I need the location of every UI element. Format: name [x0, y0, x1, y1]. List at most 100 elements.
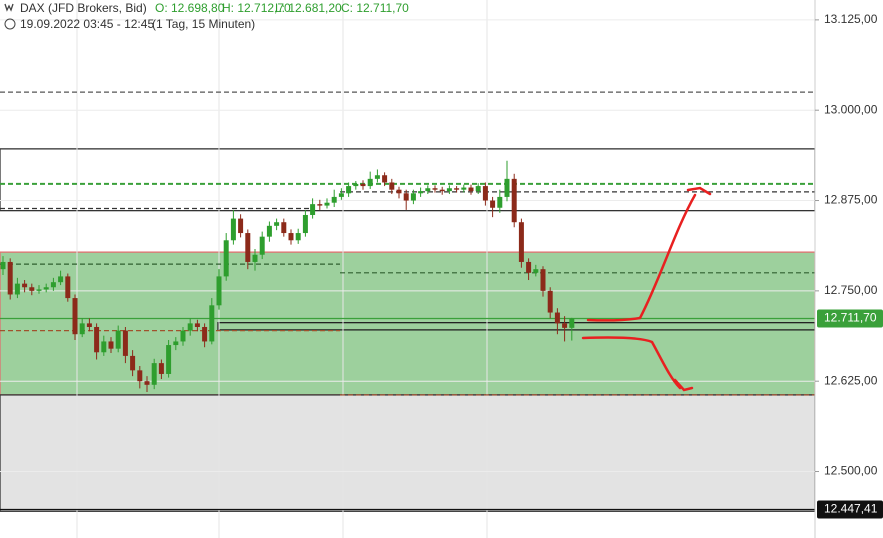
candle-body	[230, 218, 236, 241]
candle-body	[295, 233, 301, 241]
quote: O: 12.698,80	[155, 1, 225, 15]
candle-body	[137, 370, 143, 382]
candle-body	[79, 323, 85, 335]
candle-body	[302, 214, 308, 234]
y-tick-label: 12.625,00	[824, 373, 878, 387]
candle-body	[151, 363, 157, 385]
clock-icon	[4, 18, 16, 30]
zone	[0, 394, 816, 512]
candle-body	[425, 188, 431, 192]
candle-body	[122, 330, 128, 356]
candle-body	[569, 318, 575, 328]
candle-body	[504, 178, 510, 197]
candle-body	[360, 183, 366, 187]
candle-body	[518, 222, 524, 262]
candle-body	[94, 326, 100, 353]
candle-body	[562, 323, 568, 328]
candle-body	[108, 341, 114, 349]
candle-body	[475, 186, 481, 192]
candle-body	[238, 218, 244, 234]
candle-body	[410, 193, 416, 201]
candle-body	[266, 225, 272, 237]
candle-body	[72, 298, 78, 335]
candle-body	[338, 193, 344, 197]
candle-body	[223, 240, 229, 277]
candle-body	[382, 175, 388, 183]
candle-body	[216, 276, 222, 306]
candle-body	[490, 200, 496, 208]
y-tick-label: 12.875,00	[824, 193, 878, 207]
candle-body	[324, 202, 330, 206]
quote: H: 12.712,70	[222, 1, 291, 15]
candle-body	[367, 178, 373, 187]
quote: C: 12.711,70	[341, 1, 409, 15]
title: DAX (JFD Brokers, Bid)	[20, 1, 147, 15]
candle-body	[418, 191, 424, 194]
candle-body	[403, 193, 409, 201]
candle-body	[482, 186, 488, 201]
candle-body	[497, 196, 503, 208]
candle-body	[22, 283, 28, 288]
candle-body	[454, 188, 460, 190]
candle-body	[331, 196, 337, 203]
y-tick-label: 12.500,00	[824, 464, 878, 478]
interval: (1 Tag, 15 Minuten)	[152, 17, 255, 31]
candle-body	[468, 187, 474, 192]
candle-body	[43, 287, 49, 290]
candle-body	[288, 233, 294, 241]
candle-body	[130, 355, 136, 371]
candle-body	[389, 182, 395, 190]
zone	[0, 251, 816, 396]
candle-body	[511, 178, 517, 223]
hand-drawn-arrows	[581, 186, 712, 392]
candle-body	[540, 269, 546, 291]
candle-body	[65, 276, 71, 299]
candle-body	[353, 183, 359, 187]
arrow-up	[586, 186, 712, 322]
candle-body	[374, 175, 380, 179]
icon	[4, 3, 14, 12]
candle-body	[396, 189, 402, 194]
candle-body	[158, 363, 164, 374]
candle-body	[317, 204, 323, 206]
y-tick-label: 12.750,00	[824, 283, 878, 297]
candle-body	[202, 326, 208, 342]
candle-body	[274, 222, 280, 226]
candle-body	[144, 381, 150, 385]
candle-body	[245, 233, 251, 262]
candle-body	[173, 341, 179, 346]
arrow-down	[581, 336, 694, 392]
candle-body	[86, 323, 92, 327]
candle-body	[259, 236, 265, 255]
price-label-bg	[817, 500, 883, 519]
candle-body	[180, 330, 186, 342]
candle-body	[187, 323, 193, 331]
header: DAX (JFD Brokers, Bid) O: 12.698,80 H: 1…	[4, 1, 409, 31]
candle-body	[36, 289, 42, 291]
candle-body	[281, 222, 287, 234]
candle-body	[7, 261, 13, 295]
y-tick-label: 13.125,00	[824, 12, 878, 26]
candle-body	[29, 287, 35, 291]
candle-body	[50, 282, 56, 288]
candle-body	[526, 261, 532, 273]
candle-body	[0, 261, 6, 270]
candle-body	[115, 330, 121, 349]
price-label-bg	[817, 309, 883, 328]
candle-body	[461, 187, 467, 190]
time-grid	[76, 0, 488, 538]
candle-body	[194, 323, 200, 327]
candle-body	[310, 204, 316, 215]
candle-body	[533, 269, 539, 273]
candle-body	[14, 283, 20, 295]
candle-body	[58, 276, 64, 283]
price-label: 12.447,41	[824, 502, 878, 516]
quote: L: 12.681,20	[275, 1, 342, 15]
candle-body	[166, 345, 172, 374]
axis-bg	[815, 0, 883, 538]
candle-body	[101, 341, 107, 353]
candle-body	[547, 290, 553, 313]
candle-body	[209, 305, 215, 342]
candle-body	[446, 188, 452, 192]
